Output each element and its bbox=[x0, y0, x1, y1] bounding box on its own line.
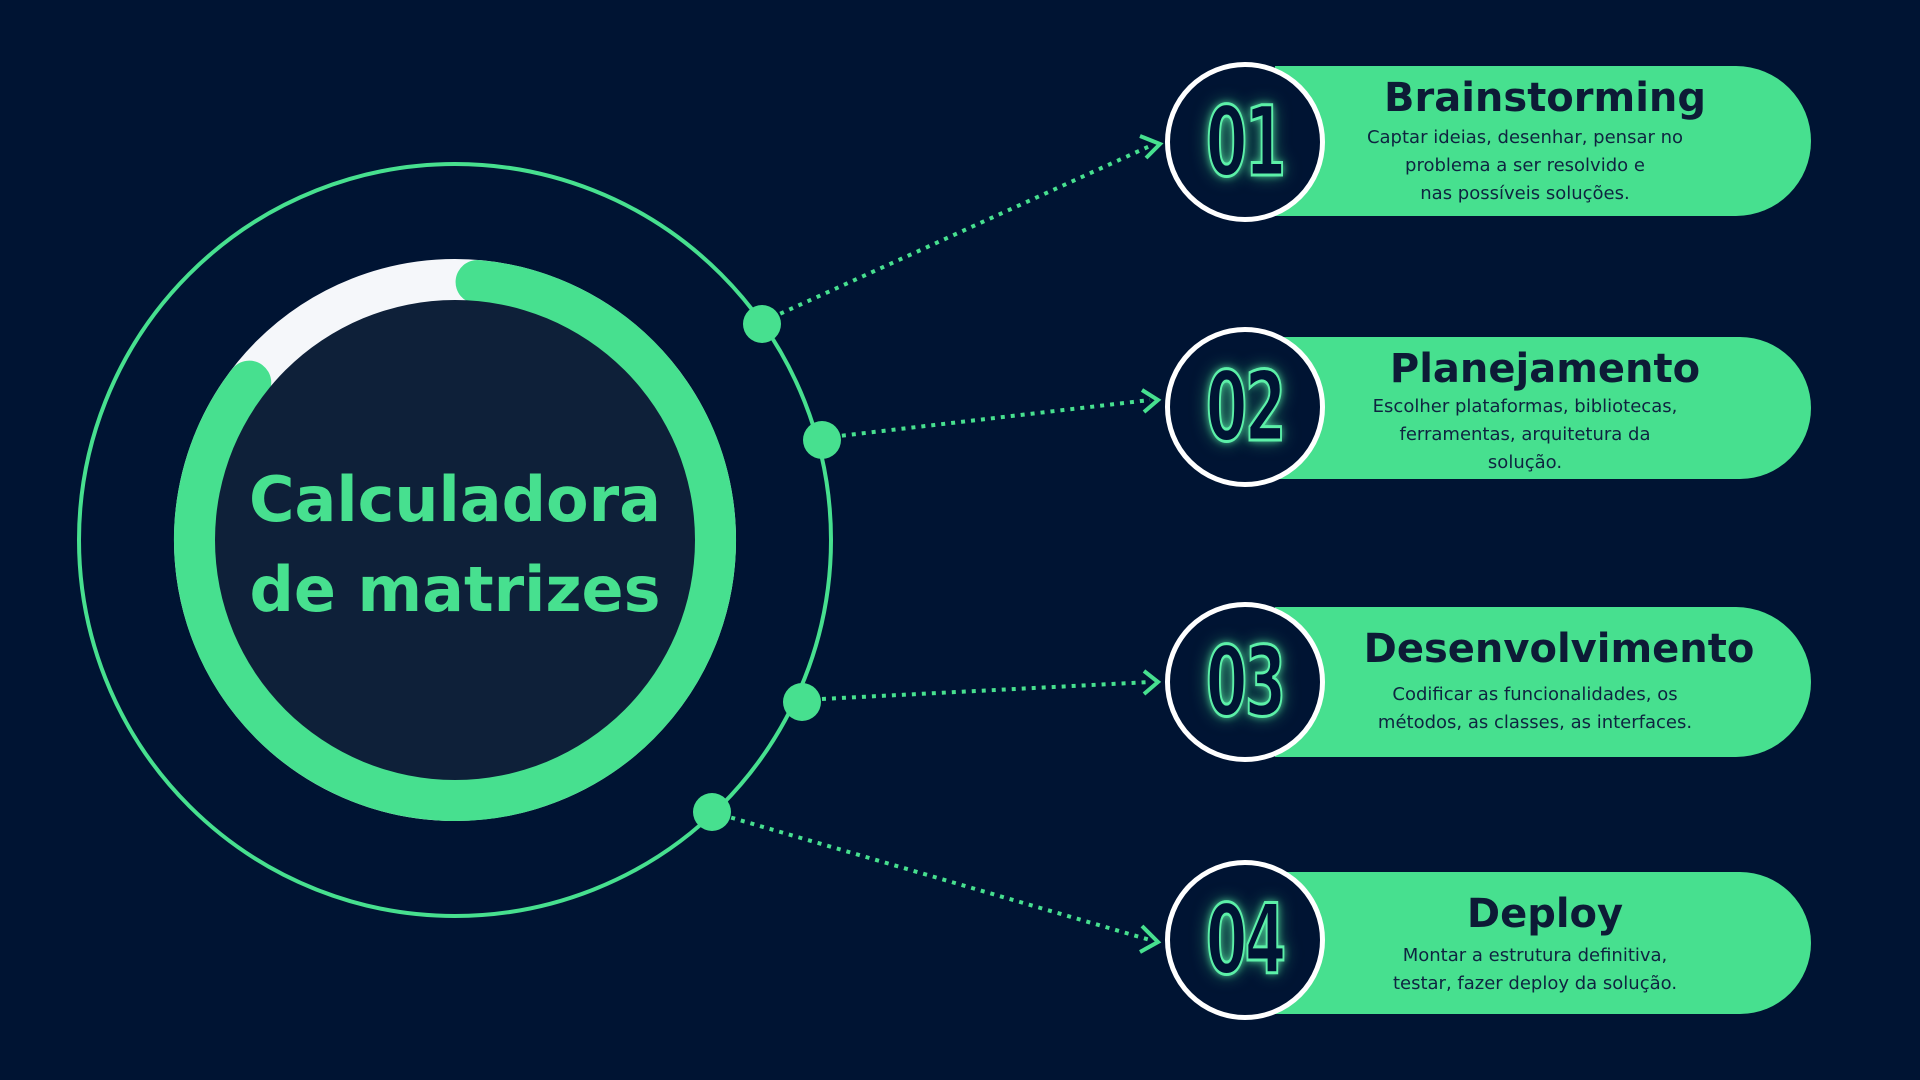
step-card-03: Desenvolvimento Codificar as funcionalid… bbox=[1275, 607, 1811, 757]
step-number: 04 bbox=[1205, 884, 1287, 996]
step-description: Montar a estrutura definitiva, testar, f… bbox=[1315, 942, 1755, 998]
connector-node-02 bbox=[803, 421, 841, 459]
outer-ring bbox=[77, 162, 833, 918]
step-description: Codificar as funcionalidades, os métodos… bbox=[1315, 681, 1755, 737]
center-title-line2: de matrizes bbox=[249, 553, 661, 626]
step-description: Captar ideias, desenhar, pensar no probl… bbox=[1305, 124, 1745, 208]
connector-line-04 bbox=[711, 810, 1151, 942]
center-title: Calculadora de matrizes bbox=[215, 455, 695, 635]
step-card-01: Brainstorming Captar ideias, desenhar, p… bbox=[1275, 66, 1811, 216]
step-description-line: Codificar as funcionalidades, os bbox=[1392, 684, 1678, 705]
step-number: 01 bbox=[1205, 86, 1287, 198]
step-badge-01: 01 bbox=[1165, 62, 1325, 222]
step-card-04: Deploy Montar a estrutura definitiva, te… bbox=[1275, 872, 1811, 1014]
step-title: Planejamento bbox=[1389, 346, 1701, 392]
connector-arrow-01 bbox=[1139, 134, 1164, 160]
inner-circle bbox=[215, 300, 695, 780]
step-card-02: Planejamento Escolher plataformas, bibli… bbox=[1275, 337, 1811, 479]
step-title: Deploy bbox=[1466, 891, 1624, 937]
step-number: 02 bbox=[1205, 351, 1287, 463]
step-badge-03: 03 bbox=[1165, 602, 1325, 762]
step-title: Brainstorming bbox=[1383, 75, 1707, 121]
step-description-line: solução. bbox=[1487, 452, 1563, 473]
step-description-line: métodos, as classes, as interfaces. bbox=[1377, 712, 1693, 733]
connector-arrow-02 bbox=[1140, 388, 1162, 414]
connector-arrow-04 bbox=[1139, 924, 1162, 954]
step-badge-02: 02 bbox=[1165, 327, 1325, 487]
connector-line-02 bbox=[821, 398, 1151, 440]
step-number: 03 bbox=[1205, 626, 1287, 738]
connector-line-03 bbox=[801, 680, 1151, 702]
center-title-line1: Calculadora bbox=[249, 463, 661, 536]
connector-arrow-03 bbox=[1142, 669, 1162, 696]
step-description-line: Captar ideias, desenhar, pensar no bbox=[1366, 127, 1684, 148]
connector-node-04 bbox=[693, 793, 731, 831]
step-description: Escolher plataformas, bibliotecas, ferra… bbox=[1305, 393, 1745, 477]
progress-ring-arc bbox=[174, 259, 736, 821]
step-description-line: testar, fazer deploy da solução. bbox=[1392, 973, 1678, 994]
step-description-line: problema a ser resolvido e bbox=[1405, 155, 1645, 176]
step-description-line: Montar a estrutura definitiva, bbox=[1402, 945, 1668, 966]
step-badge-04: 04 bbox=[1165, 860, 1325, 1020]
step-description-line: Escolher plataformas, bibliotecas, bbox=[1372, 396, 1678, 417]
connector-node-01 bbox=[743, 305, 781, 343]
connector-line-01 bbox=[761, 144, 1151, 324]
step-title: Desenvolvimento bbox=[1363, 626, 1755, 672]
step-description-line: nas possíveis soluções. bbox=[1420, 183, 1630, 204]
step-description-line: ferramentas, arquitetura da bbox=[1399, 424, 1651, 445]
connector-node-03 bbox=[783, 683, 821, 721]
